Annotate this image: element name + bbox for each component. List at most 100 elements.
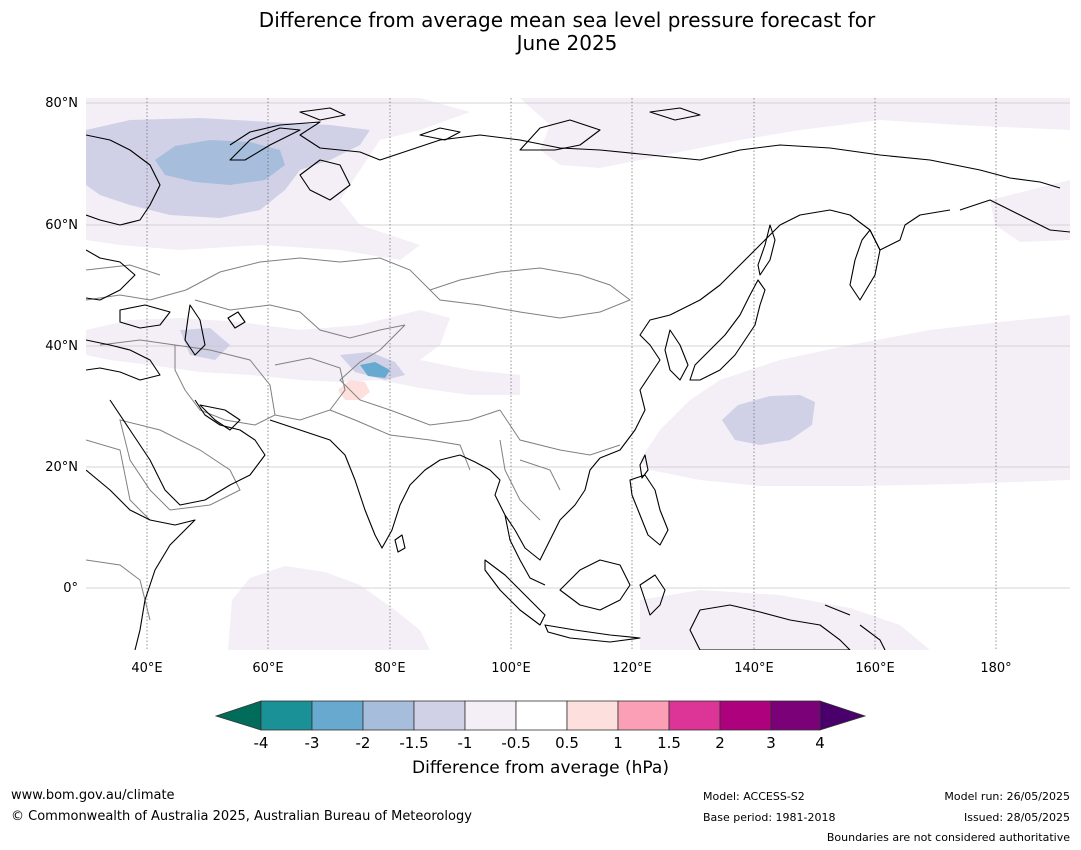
coast-taiwan (639, 454, 649, 479)
lat-label-60n: 60°N (45, 218, 78, 233)
anomaly-region-western-pacific-south (640, 590, 930, 650)
border-arabia (119, 419, 241, 511)
colorbar-tick-3: -1.5 (399, 734, 428, 752)
coast-new-guinea-islands (824, 604, 886, 650)
colorbar-tick-9: 2 (715, 734, 725, 752)
footer-base-period: Base period: 1981-2018 (703, 811, 836, 824)
colorbar-segment-7 (617, 700, 670, 731)
colorbar-tick-6: 0.5 (555, 734, 579, 752)
colorbar-segment-0 (260, 700, 313, 731)
coast-java (544, 624, 641, 643)
coast-sri-lanka (394, 534, 406, 553)
lat-label-40n: 40°N (45, 339, 78, 354)
coast-indochina (514, 457, 601, 561)
coast-philippines (629, 474, 669, 546)
coast-novaya-zemlya (229, 127, 301, 161)
coast-sumatra (484, 559, 546, 626)
coast-okhotsk (669, 209, 951, 316)
border-kazakhstan-south (194, 299, 406, 339)
colorbar-segment-1 (311, 700, 364, 731)
anomaly-region-barents (155, 140, 285, 185)
colorbar-over-arrow (819, 700, 867, 731)
colorbar-segment-10 (770, 700, 821, 731)
lon-label-140e: 140°E (734, 661, 774, 676)
coast-europe (86, 249, 136, 301)
anomaly-region-kashmir-positive (338, 380, 370, 400)
colorbar-tick-10: 3 (766, 734, 776, 752)
footer-model: Model: ACCESS-S2 (703, 790, 805, 803)
border-china-south (499, 409, 621, 456)
border-indochina (499, 439, 561, 521)
coast-bering (959, 199, 1070, 233)
coast-malay (504, 514, 546, 586)
border-iran (174, 344, 276, 426)
lon-label-80e: 80°E (374, 661, 405, 676)
colorbar-tick-7: 1 (613, 734, 623, 752)
coast-hokkaido-sakhalin (757, 224, 776, 276)
longitude-axis-labels: 40°E 60°E 80°E 100°E 120°E 140°E 160°E 1… (131, 661, 1011, 676)
coast-japan (689, 279, 766, 381)
lon-label-40e: 40°E (131, 661, 162, 676)
colorbar-segments (260, 700, 821, 731)
colorbar-segment-2 (362, 700, 415, 731)
coast-yamal (299, 159, 351, 201)
coast-india (269, 419, 461, 549)
lon-label-180: 180° (980, 661, 1011, 676)
colorbar-tick-5: -0.5 (501, 734, 530, 752)
anomaly-region-pacific-center (722, 395, 815, 445)
lon-label-60e: 60°E (252, 661, 283, 676)
title-line-2: June 2025 (516, 31, 618, 55)
pressure-anomaly-layer (86, 98, 1070, 650)
colorbar-segment-6 (566, 700, 619, 731)
coast-persian-gulf (199, 404, 241, 431)
map-title: Difference from average mean sea level p… (0, 9, 1081, 55)
coastlines (86, 107, 1070, 650)
coast-taymyr (519, 119, 601, 151)
border-russia-kazakhstan (185, 257, 431, 291)
colorbar-segment-3 (413, 700, 466, 731)
latitude-axis-labels: 80°N 60°N 40°N 20°N 0° (45, 96, 78, 596)
border-turkey (99, 339, 176, 346)
title-line-1: Difference from average mean sea level p… (258, 8, 876, 32)
colorbar-segment-5 (515, 700, 568, 731)
coast-mediterranean (86, 339, 161, 381)
lat-label-0: 0° (63, 581, 78, 596)
colorbar-segment-4 (464, 700, 517, 731)
colorbar-tick-2: -2 (356, 734, 371, 752)
footer-copyright: © Commonwealth of Australia 2025, Austra… (11, 809, 472, 824)
coast-arctic-russia (229, 121, 1061, 189)
colorbar-tick-1: -3 (305, 734, 320, 752)
colorbar-tick-4: -1 (458, 734, 473, 752)
anomaly-region-arctic-east (520, 98, 1070, 168)
colorbar-tick-0: -4 (254, 734, 269, 752)
anomaly-region-indian-ocean (228, 566, 430, 650)
border-india (329, 409, 471, 471)
border-china-west (339, 324, 501, 426)
lon-label-160e: 160°E (855, 661, 895, 676)
coast-new-guinea (689, 604, 851, 650)
coast-arctic-islands (299, 107, 701, 141)
coast-korea (664, 329, 689, 381)
colorbar-segment-8 (668, 700, 721, 731)
footer-issued: Issued: 28/05/2025 (963, 811, 1070, 824)
anomaly-region-bering (990, 180, 1070, 242)
coast-borneo (559, 559, 631, 611)
coast-sulawesi (639, 574, 666, 616)
longitude-gridlines (146, 98, 997, 650)
anomaly-region-karakoram (360, 362, 390, 378)
latitude-gridlines (86, 102, 1070, 589)
border-mongolia (429, 267, 632, 319)
coast-africa-horn (86, 469, 196, 650)
coast-kamchatka (849, 229, 881, 301)
coast-aral (227, 311, 246, 329)
footer-website: www.bom.gov.au/climate (11, 788, 175, 803)
lat-label-20n: 20°N (45, 460, 78, 475)
coast-black-caspian (119, 304, 206, 356)
colorbar-ticks: -4 -3 -2 -1.5 -1 -0.5 0.5 1 1.5 2 3 4 (254, 734, 825, 752)
lat-label-80n: 80°N (45, 96, 78, 111)
coast-china-east (599, 314, 671, 459)
colorbar-under-arrow (214, 700, 262, 731)
coast-scandinavia (86, 134, 161, 226)
anomaly-region-north-pacific (640, 315, 1070, 486)
